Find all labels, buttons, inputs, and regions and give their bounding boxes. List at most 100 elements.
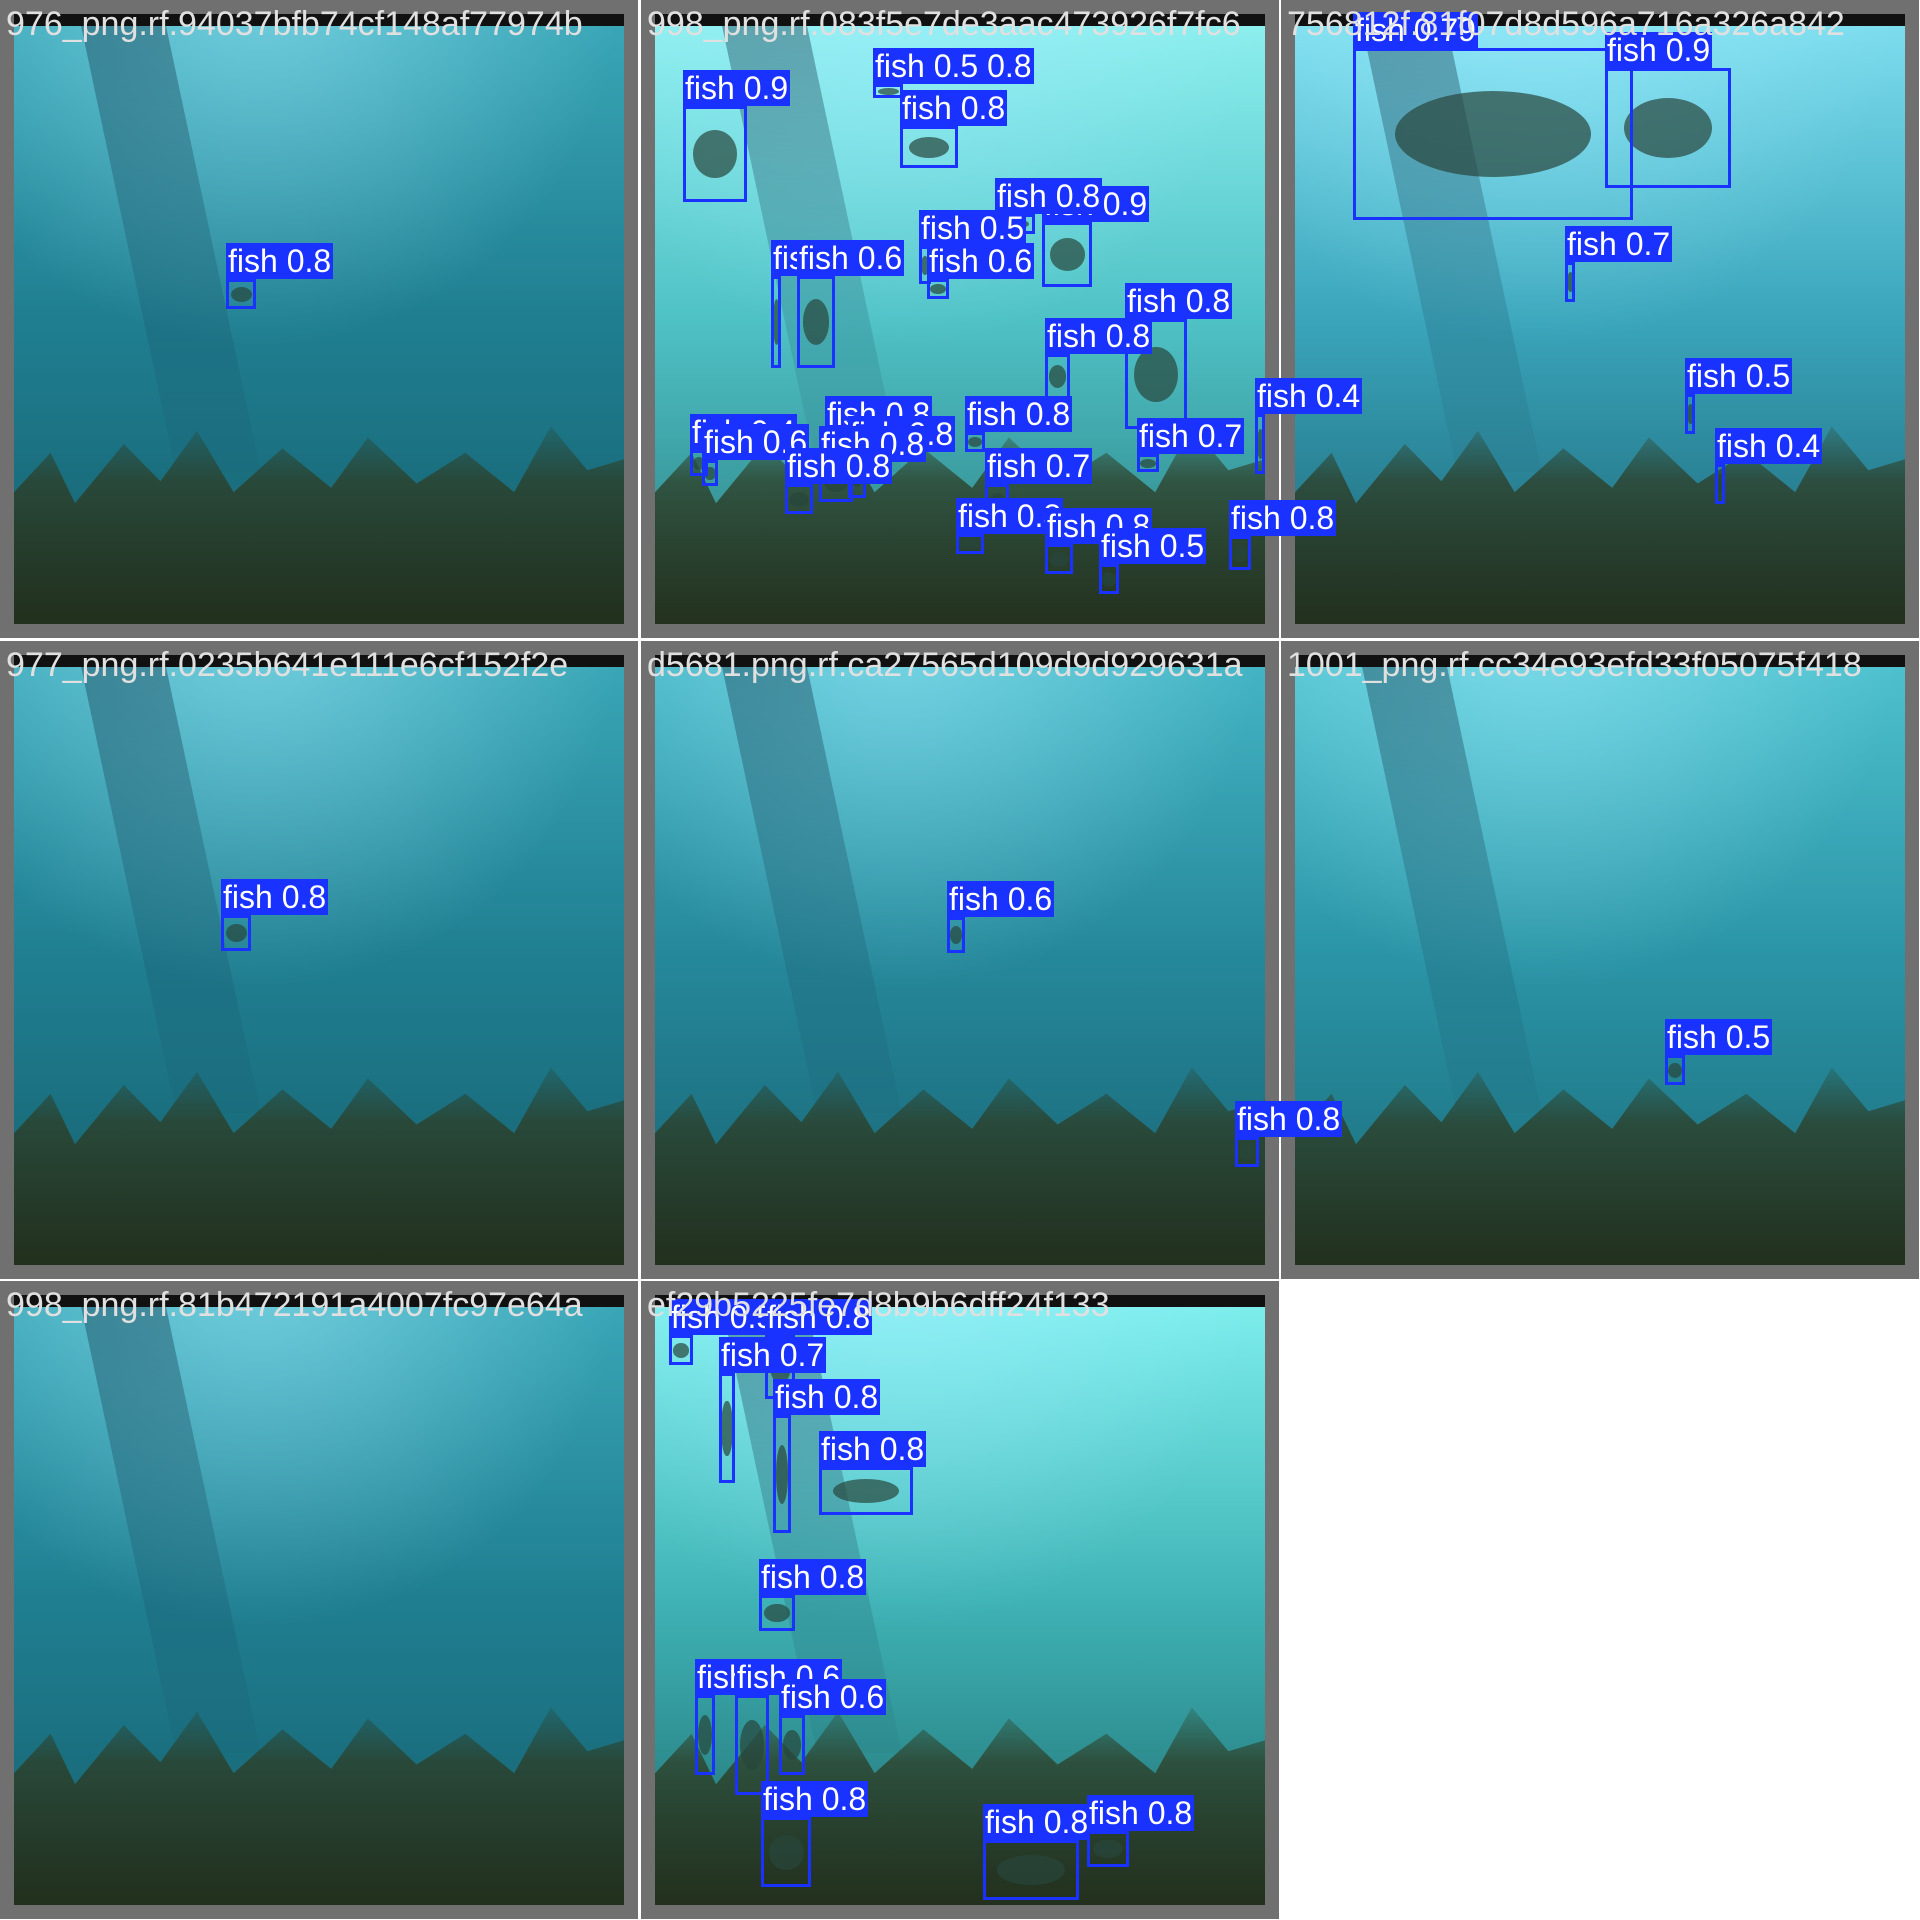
detection-box: [702, 460, 718, 486]
sun: [14, 1295, 624, 1631]
fish-silhouette: [1102, 571, 1116, 587]
detection-box: [1045, 354, 1070, 399]
image-filename: d5681.png.rf.ca27565d109d9d929631a: [647, 646, 1243, 684]
fish-silhouette: [1395, 91, 1591, 177]
sun: [1295, 14, 1905, 350]
detection-label: fish 0.8: [759, 1559, 867, 1595]
detection-box: [1042, 222, 1092, 287]
detection-box: [873, 84, 903, 98]
detection-label: fish 0.8: [773, 1379, 881, 1415]
detection-label: fish 0.9: [683, 70, 791, 106]
detection-label: fish 0.8: [1087, 1795, 1195, 1831]
detection-label: fish 0.5: [1665, 1019, 1773, 1055]
detection-box: [226, 279, 256, 309]
fish-silhouette: [1716, 474, 1724, 494]
detection-box: [797, 276, 835, 368]
image-filename: 756812f.81f07d8d596a716a326a842: [1287, 5, 1845, 43]
detection-box: [761, 1817, 811, 1887]
fish-silhouette: [225, 924, 247, 942]
fish-silhouette: [698, 1715, 712, 1755]
topbar: [14, 655, 624, 667]
detection-label: fish 0.6: [797, 240, 905, 276]
fish-silhouette: [230, 286, 252, 302]
fish-silhouette: [1623, 98, 1713, 158]
detection-box: [1685, 394, 1695, 434]
fish-silhouette: [802, 299, 830, 345]
topbar: [14, 1295, 624, 1307]
detection-label: fish 0.9: [1605, 32, 1713, 68]
detection-label: fish 0.5 0.8: [873, 48, 1034, 84]
detection-label: fish 0.7: [1137, 418, 1245, 454]
fish-silhouette: [877, 87, 899, 95]
topbar: [655, 655, 1265, 667]
detection-label: fish 0.6: [735, 1659, 843, 1695]
detection-box: [956, 534, 984, 554]
underwater-image: [14, 1295, 624, 1905]
fish-silhouette: [908, 136, 950, 158]
detection-box: [1353, 48, 1633, 220]
detection-box: [1715, 464, 1725, 504]
image-filename: 977_png.rf.0235b641e111e6cf152f2e: [6, 646, 569, 684]
detection-label: fish 0.8: [1045, 318, 1153, 354]
detection-label: fish 0.5: [1685, 358, 1793, 394]
detection-box: [1235, 1137, 1259, 1167]
result-tile: 976_png.rf.94037bfb74cf148af77974b fish 0…: [0, 0, 638, 638]
detection-label: fish 0.8: [983, 1804, 1091, 1840]
fish-silhouette: [740, 1720, 764, 1770]
result-tile: ef29b5225fe7d8b9b6dff24f133 fish 0.5 fish …: [641, 1281, 1279, 1919]
image-filename: ef29b5225fe7d8b9b6dff24f133: [647, 1286, 1110, 1324]
detection-label: fish 0.8: [819, 1431, 927, 1467]
detection-box: [1565, 262, 1575, 302]
detection-box: [669, 1335, 693, 1365]
image-filename: 998_png.rf.083f5e7de3aac473926f7fc6: [647, 5, 1241, 43]
detection-box: [1099, 564, 1119, 594]
detection-label: fish 0.8: [965, 396, 1073, 432]
topbar: [14, 14, 624, 26]
detection-box: [719, 1373, 735, 1483]
fish-silhouette: [920, 255, 930, 275]
detection-label: fish 0.4: [1255, 378, 1363, 414]
fish-silhouette: [772, 299, 780, 345]
result-tile: d5681.png.rf.ca27565d109d9d929631a fish 0…: [641, 641, 1343, 1279]
fish-silhouette: [1566, 272, 1574, 292]
detection-label: fish 0.8: [761, 1781, 869, 1817]
fish-silhouette: [949, 926, 963, 944]
detection-box: [1255, 414, 1265, 474]
detection-label: fish 0.8: [221, 879, 329, 915]
sun: [1295, 655, 1905, 991]
detection-box: [759, 1595, 795, 1631]
detection-label: fish 0.4: [1715, 428, 1823, 464]
underwater-image: [655, 655, 1265, 1265]
fish-silhouette: [782, 1730, 802, 1760]
detection-box: [735, 1695, 769, 1795]
detection-label: fish 0.8: [1229, 500, 1337, 536]
detection-label: fish 0.5: [1099, 528, 1207, 564]
fish-silhouette: [775, 1444, 789, 1504]
fish-silhouette: [768, 1834, 804, 1870]
fish-silhouette: [789, 491, 809, 507]
image-filename: 1001_png.rf.cc34e93efd33f05075f418: [1287, 646, 1862, 684]
detection-box: [819, 1467, 913, 1515]
fish-silhouette: [1134, 346, 1178, 402]
underwater-image: [1295, 14, 1905, 624]
detection-label: fish 0.7: [1565, 226, 1673, 262]
detection-label: fish 0.5: [669, 1299, 777, 1335]
detection-box: [965, 432, 985, 452]
fish-silhouette: [721, 1400, 733, 1456]
detection-label: fish 0.8: [785, 448, 893, 484]
detection-box: [1229, 536, 1251, 570]
detection-box: [779, 1715, 805, 1775]
underwater-image: [14, 655, 624, 1265]
fish-silhouette: [968, 437, 982, 447]
detection-box: [1045, 544, 1073, 574]
detection-label: fish 0.6: [947, 881, 1055, 917]
detection-box: [927, 279, 949, 299]
fish-silhouette: [960, 539, 980, 549]
fish-silhouette: [1232, 544, 1248, 562]
detection-label: fish 0.5: [919, 210, 1027, 246]
detection-label: fish 0.8: [900, 90, 1008, 126]
detection-label: fish 0.7: [719, 1337, 827, 1373]
underwater-image: [655, 1295, 1265, 1905]
